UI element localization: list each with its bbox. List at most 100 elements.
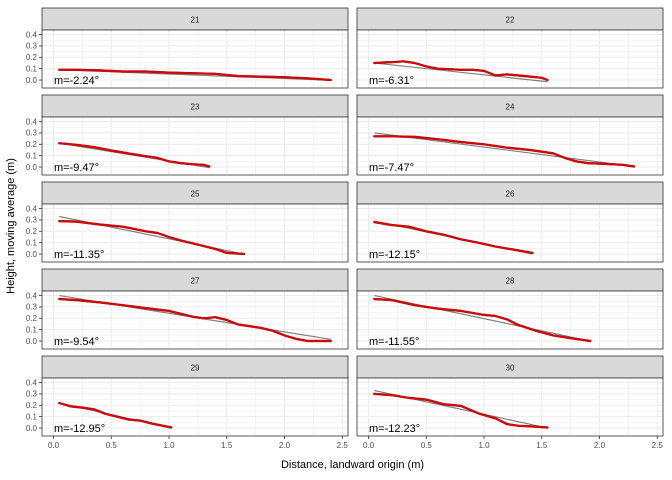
y-axis: 0.0 0.1 0.2 0.3 0.4	[26, 204, 42, 259]
panel-border	[41, 290, 349, 350]
panel-border	[41, 377, 349, 437]
y-tick-label: 0.3	[26, 216, 38, 225]
panel-border	[356, 290, 664, 350]
x-tick-label: 2.5	[652, 441, 664, 450]
facet-panel-27: 27 m=-9.54° 0.0 0.1 0.2 0.3 0.4	[26, 268, 349, 350]
y-tick-label: 0.3	[26, 390, 38, 399]
profile-line	[373, 392, 549, 429]
y-tick-label: 0.2	[26, 140, 38, 149]
y-tick-label: 0.3	[26, 42, 38, 51]
panel-border	[41, 203, 349, 263]
facet-strip-label: 30	[506, 364, 515, 373]
x-tick-label: 0.0	[48, 441, 60, 450]
slope-annotation: m=-11.35°	[54, 249, 104, 261]
facet-panel-21: 21 m=-2.24° 0.0 0.1 0.2 0.3 0.4	[26, 7, 349, 89]
profile-line	[58, 68, 332, 82]
profile-line	[373, 297, 592, 343]
x-tick-label: 0.5	[106, 441, 118, 450]
y-tick-label: 0.2	[26, 401, 38, 410]
panel-border	[356, 29, 664, 89]
slope-annotation: m=-6.31°	[369, 75, 414, 87]
gridlines	[42, 30, 348, 88]
facet-panel-29: 29 m=-12.95° 0.0 0.1 0.2 0.3 0.4	[26, 355, 349, 437]
panel-background	[357, 30, 663, 88]
y-tick-label: 0.0	[26, 424, 38, 433]
x-axis-left-column: 0.0 0.5 1.0 1.5 2.0 2.5	[48, 436, 348, 450]
panel-background	[42, 378, 348, 436]
y-axis: 0.0 0.1 0.2 0.3 0.4	[26, 117, 42, 172]
facet-panel-30: 30 m=-12.23°	[356, 355, 664, 437]
facet-strip-label: 24	[506, 103, 515, 112]
facet-strip-label: 22	[506, 16, 515, 25]
profile-line	[58, 142, 211, 168]
panel-border	[41, 116, 349, 176]
slope-annotation: m=-12.15°	[369, 249, 420, 261]
facet-panel-28: 28 m=-11.55°	[356, 268, 664, 350]
y-tick-label: 0.0	[26, 76, 38, 85]
x-tick-label: 1.0	[478, 441, 490, 450]
y-tick-label: 0.3	[26, 129, 38, 138]
gridlines	[42, 204, 348, 262]
y-tick-label: 0.1	[26, 325, 38, 334]
panel-background	[42, 204, 348, 262]
facet-panel-26: 26 m=-12.15°	[356, 181, 664, 263]
facet-strip-label: 28	[506, 277, 515, 286]
profile-line	[58, 297, 332, 343]
facet-strip-label: 23	[191, 103, 200, 112]
slope-annotation: m=-12.95°	[54, 423, 105, 435]
facet-panel-25: 25 m=-11.35° 0.0 0.1 0.2 0.3 0.4	[26, 181, 349, 263]
y-axis: 0.0 0.1 0.2 0.3 0.4	[26, 291, 42, 346]
profile-line	[58, 220, 246, 256]
slope-annotation: m=-11.55°	[369, 336, 419, 348]
gridlines	[357, 117, 663, 175]
x-tick-label: 2.5	[337, 441, 349, 450]
x-tick-label: 0.0	[363, 441, 375, 450]
y-tick-label: 0.4	[26, 117, 38, 126]
x-tick-label: 1.5	[536, 441, 548, 450]
slope-annotation: m=-12.23°	[369, 423, 420, 435]
x-axis-title: Distance, landward origin (m)	[281, 459, 424, 471]
facet-panels: 21 m=-2.24° 0.0 0.1 0.2 0.3 0.4 22 m=-6.31° 23 m=-…	[26, 7, 664, 437]
panel-border	[356, 377, 664, 437]
facet-panel-24: 24 m=-7.47°	[356, 94, 664, 176]
y-tick-label: 0.1	[26, 238, 38, 247]
panel-border	[41, 29, 349, 89]
panel-background	[357, 204, 663, 262]
slope-annotation: m=-9.54°	[54, 336, 99, 348]
facet-strip-label: 21	[191, 16, 200, 25]
gridlines	[42, 291, 348, 349]
gridlines	[357, 204, 663, 262]
facet-strip-label: 25	[191, 190, 200, 199]
y-tick-label: 0.3	[26, 303, 38, 312]
slope-annotation: m=-2.24°	[54, 75, 99, 87]
profile-line	[58, 401, 173, 429]
profile-line	[373, 60, 549, 82]
panel-background	[357, 378, 663, 436]
x-tick-label: 1.5	[221, 441, 233, 450]
y-tick-label: 0.0	[26, 337, 38, 346]
y-axis: 0.0 0.1 0.2 0.3 0.4	[26, 378, 42, 433]
y-tick-label: 0.4	[26, 30, 38, 39]
fit-line	[374, 132, 635, 168]
y-tick-label: 0.2	[26, 53, 38, 62]
y-axis: 0.0 0.1 0.2 0.3 0.4	[26, 30, 42, 85]
y-tick-label: 0.4	[26, 291, 38, 300]
facet-panel-22: 22 m=-6.31°	[356, 7, 664, 89]
slope-annotation: m=-7.47°	[369, 162, 414, 174]
x-axis-right-column: 0.0 0.5 1.0 1.5 2.0 2.5	[363, 436, 663, 450]
x-tick-label: 2.0	[279, 441, 291, 450]
y-tick-label: 0.2	[26, 314, 38, 323]
y-tick-label: 0.2	[26, 227, 38, 236]
profile-line	[373, 221, 534, 254]
gridlines	[42, 378, 348, 436]
facet-panel-23: 23 m=-9.47° 0.0 0.1 0.2 0.3 0.4	[26, 94, 349, 176]
y-axis-title: Height, moving average (m)	[5, 158, 17, 294]
y-tick-label: 0.0	[26, 163, 38, 172]
profile-line	[373, 135, 636, 168]
facet-strip-label: 27	[191, 277, 200, 286]
fit-line	[374, 62, 548, 83]
gridlines	[357, 291, 663, 349]
gridlines	[357, 378, 663, 436]
y-tick-label: 0.1	[26, 412, 38, 421]
